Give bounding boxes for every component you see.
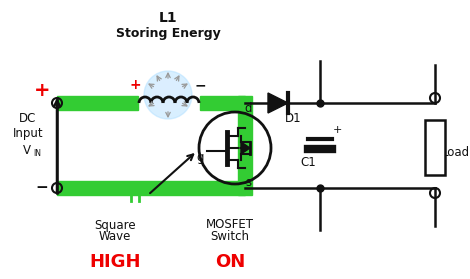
Polygon shape bbox=[238, 96, 252, 195]
Text: +: + bbox=[34, 81, 50, 100]
Text: Load: Load bbox=[442, 146, 470, 158]
Text: Square: Square bbox=[94, 218, 136, 232]
Text: DC: DC bbox=[19, 112, 37, 124]
Text: s: s bbox=[245, 175, 251, 189]
Text: D1: D1 bbox=[285, 112, 301, 124]
Circle shape bbox=[144, 71, 192, 119]
Polygon shape bbox=[268, 93, 288, 113]
Text: HIGH: HIGH bbox=[89, 253, 141, 271]
Text: IN: IN bbox=[33, 150, 41, 158]
Text: +: + bbox=[332, 125, 342, 135]
Text: −: − bbox=[194, 78, 206, 92]
Text: Switch: Switch bbox=[211, 230, 250, 244]
Text: −: − bbox=[36, 181, 48, 196]
Polygon shape bbox=[200, 96, 245, 110]
Bar bbox=[425, 120, 445, 175]
Text: ON: ON bbox=[215, 253, 245, 271]
Text: MOSFET: MOSFET bbox=[206, 218, 254, 232]
Polygon shape bbox=[241, 142, 250, 154]
Circle shape bbox=[152, 79, 184, 111]
Text: V: V bbox=[23, 143, 31, 157]
Text: Input: Input bbox=[13, 126, 43, 140]
Polygon shape bbox=[57, 181, 245, 195]
Text: g: g bbox=[196, 151, 204, 165]
Text: d: d bbox=[244, 102, 252, 114]
Polygon shape bbox=[57, 96, 138, 110]
Text: L1: L1 bbox=[159, 11, 177, 25]
Text: Storing Energy: Storing Energy bbox=[116, 27, 220, 40]
Text: C1: C1 bbox=[300, 157, 316, 170]
Text: Wave: Wave bbox=[99, 230, 131, 244]
Text: +: + bbox=[129, 78, 141, 92]
